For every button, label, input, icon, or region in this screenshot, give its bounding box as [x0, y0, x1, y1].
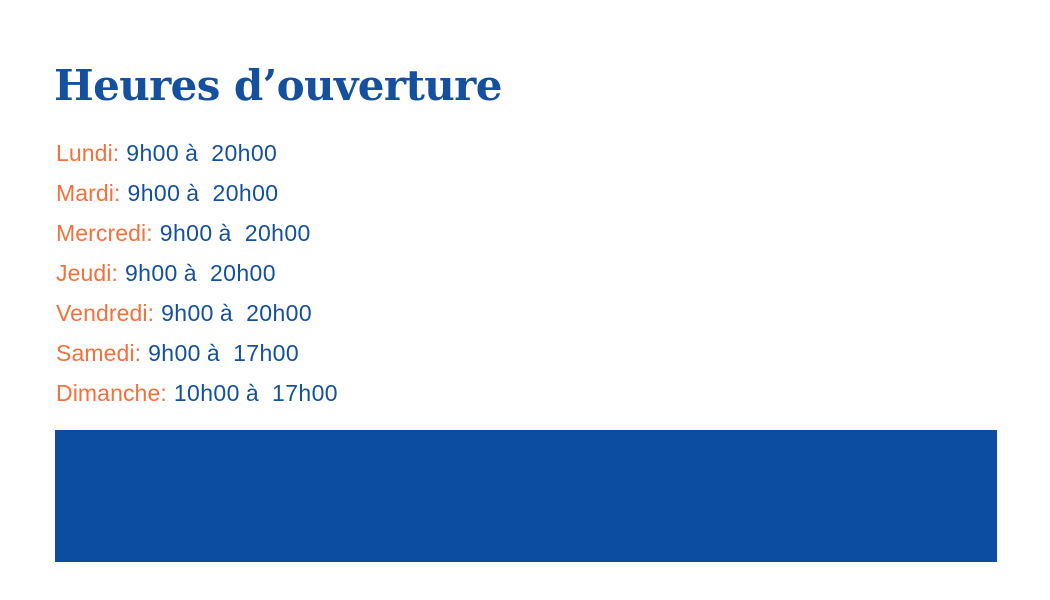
list-item: Mardi: 9h00 à 20h00 [56, 173, 676, 213]
open-time: 9h00 [159, 220, 213, 246]
opening-hours-list: Lundi: 9h00 à 20h00 Mardi: 9h00 à 20h00 Mercre… [56, 133, 676, 413]
list-item: Mercredi: 9h00 à 20h00 [56, 213, 676, 253]
list-item: Jeudi: 9h00 à 20h00 [56, 253, 676, 293]
page-title: Heures d’ouverture [54, 61, 502, 110]
time-separator: à [186, 180, 200, 206]
close-time: 20h00 [244, 220, 311, 246]
footer-blue-block [55, 430, 997, 562]
list-item: Dimanche: 10h00 à 17h00 [56, 373, 676, 413]
time-separator: à [185, 140, 199, 166]
close-time: 20h00 [211, 140, 278, 166]
close-time: 17h00 [272, 380, 338, 406]
list-item: Lundi: 9h00 à 20h00 [56, 133, 676, 173]
list-item: Samedi: 9h00 à 17h00 [56, 333, 676, 373]
time-separator: à [183, 260, 197, 286]
close-time: 20h00 [209, 260, 276, 286]
day-label: Mercredi: [56, 220, 153, 246]
close-time: 20h00 [246, 300, 313, 326]
open-time: 9h00 [148, 340, 201, 366]
day-label: Dimanche: [56, 380, 167, 406]
time-separator: à [219, 300, 234, 326]
close-time: 20h00 [212, 180, 279, 206]
time-separator: à [206, 340, 221, 366]
day-label: Samedi: [56, 340, 142, 366]
day-label: Mardi: [56, 180, 121, 206]
open-time: 9h00 [126, 140, 180, 166]
open-time: 9h00 [127, 180, 181, 206]
list-item: Vendredi: 9h00 à 20h00 [56, 293, 676, 333]
time-separator: à [218, 220, 232, 246]
day-label: Jeudi: [56, 260, 118, 286]
open-time: 9h00 [161, 300, 214, 326]
close-time: 17h00 [233, 340, 300, 366]
day-label: Lundi: [56, 140, 120, 166]
day-label: Vendredi: [56, 300, 155, 326]
time-separator: à [245, 380, 260, 406]
open-time: 9h00 [124, 260, 178, 286]
open-time: 10h00 [173, 380, 240, 406]
